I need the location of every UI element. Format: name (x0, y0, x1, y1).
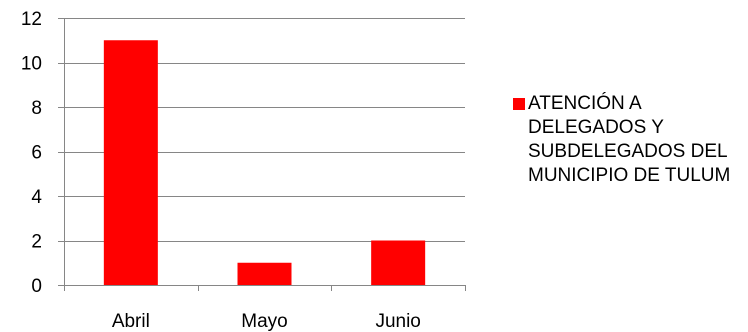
x-tick-label-mayo: Mayo (241, 311, 287, 332)
bar-mayo (237, 262, 292, 285)
legend-series-label: ATENCIÓN A DELEGADOS Y SUBDELEGADOS DEL … (528, 93, 731, 186)
x-tick-label-junio: Junio (375, 311, 420, 332)
y-tick-label-6: 6 (31, 143, 42, 164)
y-axis-tick-labels: 0 2 4 6 8 10 12 (21, 9, 43, 297)
y-tick-label-10: 10 (21, 54, 42, 75)
bar-junio (371, 240, 426, 285)
y-tick-label-8: 8 (31, 98, 42, 119)
bars (103, 40, 426, 285)
y-tick-label-12: 12 (21, 9, 42, 30)
x-tick-label-abril: Abril (112, 311, 150, 332)
x-axis-category-labels: Abril Mayo Junio (112, 311, 421, 332)
y-tick-label-2: 2 (31, 232, 42, 253)
axes (58, 18, 466, 291)
y-tick-label-4: 4 (31, 187, 42, 208)
y-tick-label-0: 0 (31, 276, 42, 297)
bar-abril (103, 40, 158, 285)
legend-swatch (513, 98, 525, 110)
